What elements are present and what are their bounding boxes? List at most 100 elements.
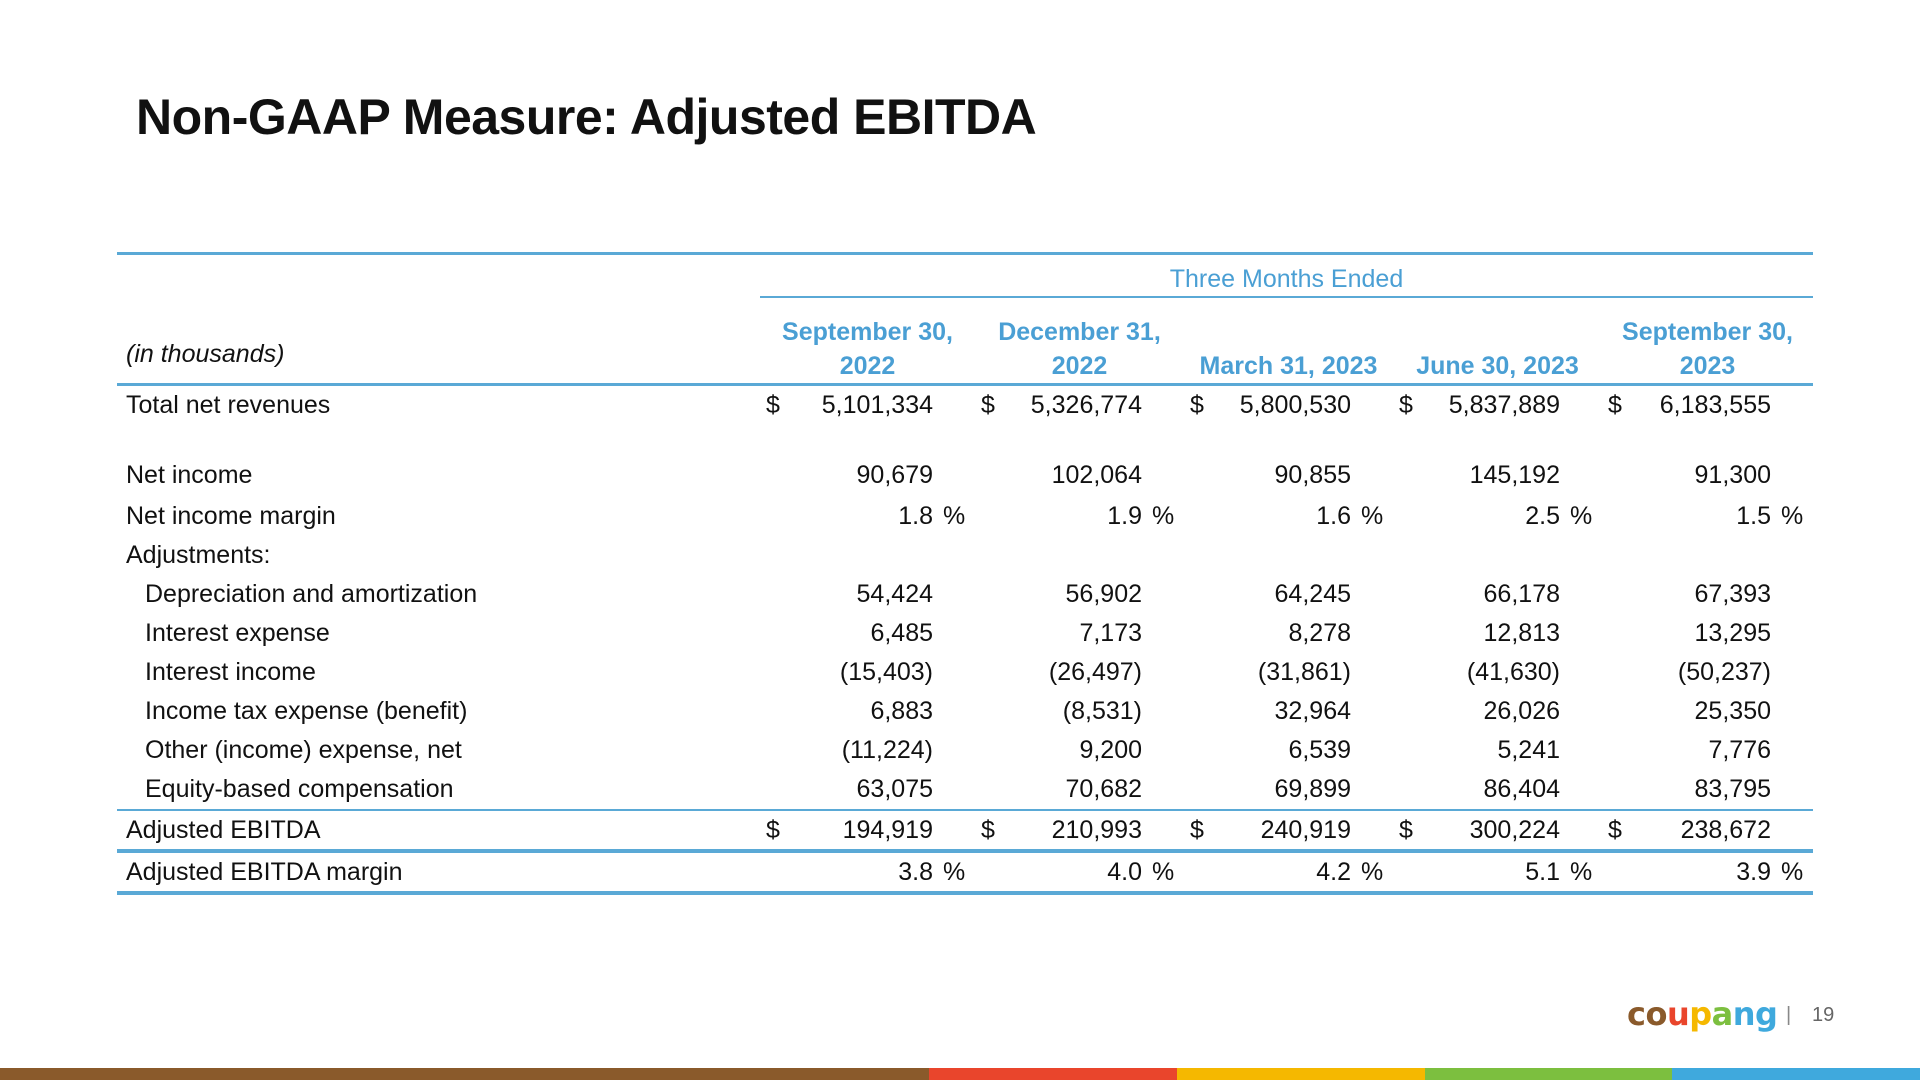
percent-symbol: %: [1361, 857, 1384, 886]
value-cell: $300,224: [1393, 809, 1602, 853]
cell-value: 6,883: [870, 697, 933, 725]
percent-symbol: %: [1570, 502, 1593, 530]
currency-symbol: $: [1190, 391, 1204, 419]
percent-symbol: %: [943, 502, 966, 530]
cell-value: 70,682: [1065, 775, 1142, 803]
logo-letter: p: [1689, 995, 1712, 1033]
cell-value: 3.8: [898, 857, 933, 886]
value-cell: [975, 536, 1184, 575]
cell-value: 12,813: [1483, 619, 1560, 647]
table-row: Interest expense 6,485 7,173 8,278 12,813 13,…: [117, 614, 1813, 653]
cell-value: 66,178: [1483, 580, 1560, 608]
cell-value: 5,800,530: [1239, 391, 1351, 419]
cell-value: (31,861): [1257, 658, 1351, 686]
cell-value: 56,902: [1065, 580, 1142, 608]
value-cell: 6,539: [1184, 731, 1393, 770]
page-title: Non-GAAP Measure: Adjusted EBITDA: [136, 89, 1037, 145]
cell-value: 240,919: [1260, 815, 1351, 844]
cell-value: 1.8: [898, 502, 933, 530]
value-cell: 3.9%: [1602, 851, 1813, 895]
cell-value: 8,278: [1288, 619, 1351, 647]
color-bar-segment: [1672, 1068, 1920, 1080]
value-cell: [1393, 536, 1602, 575]
row-label: Adjusted EBITDA margin: [117, 851, 760, 895]
cell-value: 64,245: [1274, 580, 1351, 608]
cell-value: 13,295: [1694, 619, 1771, 647]
value-cell: 64,245: [1184, 575, 1393, 614]
value-cell: $5,326,774: [975, 385, 1184, 426]
value-cell: [760, 536, 975, 575]
logo-letter: a: [1711, 995, 1734, 1033]
table-row: Adjusted EBITDA margin 3.8% 4.0% 4.2% 5.1% 3.…: [117, 851, 1813, 895]
row-label: Other (income) expense, net: [145, 736, 462, 764]
percent-symbol: %: [1781, 502, 1804, 530]
row-label: Interest income: [145, 658, 316, 686]
logo-letter: co: [1627, 995, 1667, 1033]
cell-value: 67,393: [1694, 580, 1771, 608]
row-label: Net income margin: [126, 502, 336, 530]
coupang-logo: coupang: [1627, 995, 1778, 1033]
row-label: Depreciation and amortization: [145, 580, 478, 608]
table-row: Adjusted EBITDA $194,919 $210,993 $240,919 $…: [117, 809, 1813, 853]
percent-symbol: %: [1152, 857, 1175, 886]
logo-letter: u: [1666, 995, 1690, 1033]
table-row: Adjustments:: [117, 536, 1813, 575]
cell-value: 69,899: [1274, 775, 1351, 803]
currency-symbol: $: [766, 391, 780, 419]
currency-symbol: $: [766, 815, 780, 844]
cell-value: (41,630): [1466, 658, 1560, 686]
value-cell: 6,485: [760, 614, 975, 653]
value-cell: (26,497): [975, 653, 1184, 692]
value-cell: 63,075: [760, 770, 975, 810]
value-cell: 9,200: [975, 731, 1184, 770]
group-header: Three Months Ended: [760, 255, 1813, 298]
value-cell: [1602, 536, 1813, 575]
value-cell: 83,795: [1602, 770, 1813, 810]
table-row: Equity-based compensation 63,075 70,682 69,…: [117, 770, 1813, 810]
value-cell: $5,837,889: [1393, 385, 1602, 426]
period-header: March 31, 2023: [1184, 297, 1393, 386]
cell-value: 6,539: [1288, 736, 1351, 764]
page-number: 19: [1812, 1004, 1835, 1026]
period-header: September 30, 2022: [760, 297, 975, 386]
value-cell: (8,531): [975, 692, 1184, 731]
value-cell: 7,776: [1602, 731, 1813, 770]
brand-color-bar: [0, 1068, 1920, 1080]
value-cell: 4.0%: [975, 851, 1184, 895]
value-cell: 54,424: [760, 575, 975, 614]
cell-value: 145,192: [1469, 461, 1560, 489]
value-cell: $194,919: [760, 809, 975, 853]
value-cell: 69,899: [1184, 770, 1393, 810]
value-cell: 6,883: [760, 692, 975, 731]
value-cell: (31,861): [1184, 653, 1393, 692]
value-cell: 5,241: [1393, 731, 1602, 770]
percent-symbol: %: [1570, 857, 1593, 886]
row-label: Income tax expense (benefit): [145, 697, 468, 725]
period-header: December 31, 2022: [975, 297, 1184, 386]
cell-value: 238,672: [1680, 815, 1771, 844]
value-cell: 5.1%: [1393, 851, 1602, 895]
cell-value: 7,173: [1079, 619, 1142, 647]
cell-value: 300,224: [1469, 815, 1560, 844]
cell-value: 194,919: [842, 815, 933, 844]
value-cell: 26,026: [1393, 692, 1602, 731]
value-cell: (11,224): [760, 731, 975, 770]
value-cell: 56,902: [975, 575, 1184, 614]
percent-symbol: %: [1152, 502, 1175, 530]
value-cell: 1.8%: [760, 497, 975, 536]
cell-value: 5.1: [1525, 857, 1560, 886]
cell-value: 5,837,889: [1448, 391, 1560, 419]
currency-symbol: $: [1190, 815, 1204, 844]
units-label: (in thousands): [117, 297, 760, 386]
cell-value: (26,497): [1048, 658, 1142, 686]
value-cell: 13,295: [1602, 614, 1813, 653]
table-row: Other (income) expense, net (11,224) 9,200…: [117, 731, 1813, 770]
row-label: Total net revenues: [126, 391, 331, 419]
cell-value: 4.0: [1107, 857, 1142, 886]
value-cell: $5,800,530: [1184, 385, 1393, 426]
spacer-row: [117, 425, 1813, 454]
value-cell: 7,173: [975, 614, 1184, 653]
table-row: Interest income (15,403) (26,497) (31,861) (…: [117, 653, 1813, 692]
cell-value: 86,404: [1483, 775, 1560, 803]
cell-value: 54,424: [856, 580, 933, 608]
